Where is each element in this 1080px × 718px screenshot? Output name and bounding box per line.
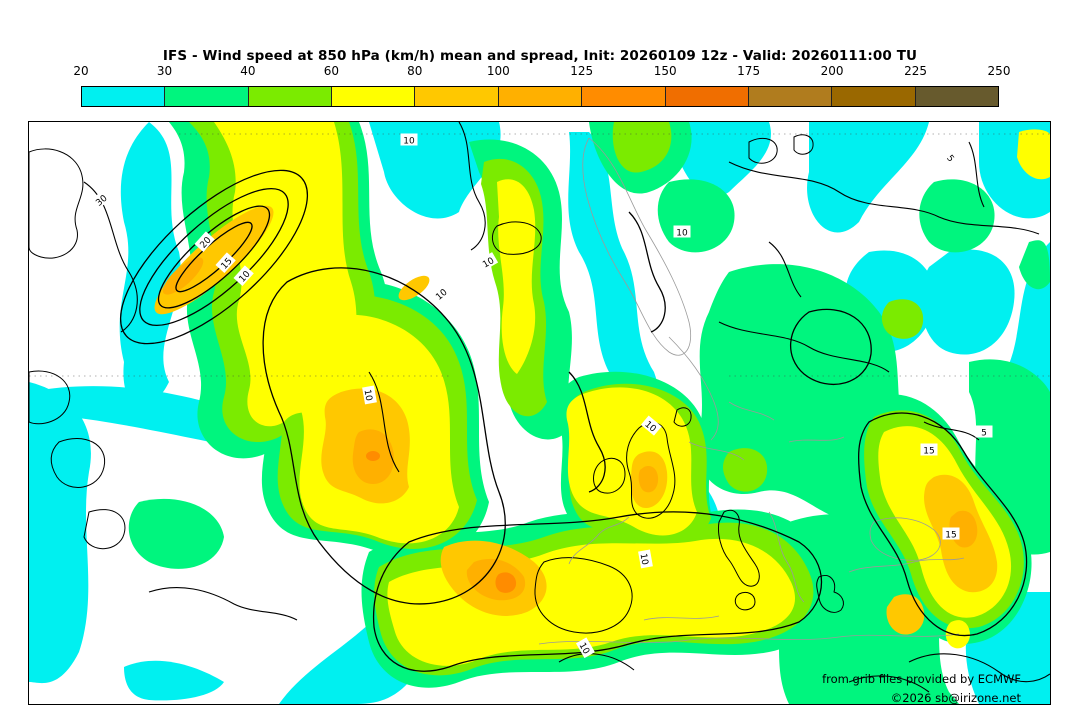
contour-label: 10 [400,133,418,147]
svg-text:15: 15 [945,531,956,541]
attribution: from grib files provided by ECMWF ©2026 … [822,672,1021,704]
graticule [29,133,1050,377]
spread-contours [83,122,1050,693]
colorbar-tick-label: 100 [486,64,510,78]
contour-label: 30 [90,189,112,210]
contour-label: 5 [941,147,962,169]
colorbar-tick-label: 20 [73,64,89,78]
contour-label: 15 [942,527,960,541]
colorbar-segment [165,87,249,106]
colorbar: 20 30 40 60 80 100 125 150 175 200 225 250 [73,64,1010,108]
colorbar-segment [665,87,749,106]
colorbar-segment [832,87,916,106]
colorbar-tick-label: 125 [570,64,594,78]
svg-text:10: 10 [638,553,650,566]
colorbar-tick-label: 175 [737,64,761,78]
colorbar-tick-label: 80 [407,64,423,78]
colorbar-segment [248,87,333,106]
contour-label: 10 [673,225,691,239]
colorbar-tick-label: 30 [156,64,173,78]
attribution-line2: ©2026 sb@irizone.net [891,691,1022,704]
svg-text:5: 5 [944,154,955,165]
colorbar-segment [332,87,416,106]
contour-label: 10 [430,283,452,304]
colorbar-tick-label: 60 [323,64,339,78]
colorbar-segment [82,87,166,106]
colorbar-tick-label: 250 [987,64,1011,78]
contour-label: 15 [920,443,938,457]
contour-label: 5 [975,425,993,439]
colorbar-segment [498,87,583,106]
page-title: IFS - Wind speed at 850 hPa (km/h) mean … [162,48,918,64]
contour-label: 10 [362,385,377,405]
svg-text:5: 5 [981,429,987,439]
attribution-line1: from grib files provided by ECMWF [822,672,1021,686]
colorbar-tick-label: 40 [240,64,256,78]
svg-text:10: 10 [676,229,688,239]
colorbar-tick-label: 200 [820,64,844,78]
svg-text:10: 10 [403,137,415,147]
coastlines [29,134,965,645]
svg-text:10: 10 [362,389,374,402]
colorbar-tick-label: 150 [653,64,677,78]
colorbar-tick-labels: 20 30 40 60 80 100 125 150 175 200 225 250 [73,64,1010,80]
colorbar-segment [915,87,998,106]
colorbar-segment [415,87,499,106]
wind-speed-map: 30 20 15 10 10 10 10 10 10 10 10 5 15 5 15 10 from grib… [28,121,1051,705]
colorbar-segment [582,87,666,106]
colorbar-segment [748,87,833,106]
contour-label: 10 [638,549,653,569]
colorbar-bar [81,86,999,107]
colorbar-tick-label: 225 [904,64,927,78]
svg-text:15: 15 [923,447,934,457]
